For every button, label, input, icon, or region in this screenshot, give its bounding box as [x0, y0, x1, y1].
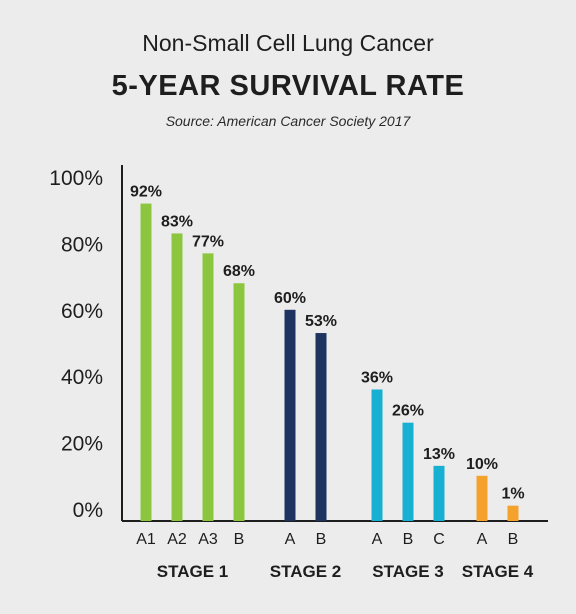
y-tick-label: 60% [61, 300, 103, 323]
chart-subtitle: 5-YEAR SURVIVAL RATE [111, 70, 465, 102]
x-tick-label: A [372, 531, 383, 548]
bar [315, 333, 327, 521]
stage-group-label: STAGE 2 [270, 562, 341, 581]
bar [171, 233, 183, 521]
stage-group-label: STAGE 4 [462, 562, 534, 581]
data-label: 68% [223, 263, 255, 280]
y-tick-label: 20% [61, 433, 103, 456]
y-tick-label: 80% [61, 233, 103, 256]
bar [433, 465, 445, 521]
bar [233, 283, 245, 521]
bar [371, 389, 383, 521]
x-tick-label: A1 [136, 531, 156, 548]
x-tick-label: B [316, 531, 327, 548]
data-label: 10% [466, 456, 498, 473]
chart-title: Non-Small Cell Lung Cancer [142, 30, 434, 56]
chart-source: Source: American Cancer Society 2017 [165, 113, 411, 129]
bar [140, 203, 152, 521]
bar [507, 505, 519, 521]
x-tick-label: B [508, 531, 519, 548]
bar [202, 253, 214, 522]
data-label: 60% [274, 290, 306, 307]
x-tick-label: A [477, 531, 488, 548]
bar [284, 309, 296, 521]
data-label: 13% [423, 446, 455, 463]
x-tick-label: C [433, 531, 445, 548]
bar [476, 475, 488, 521]
data-label: 92% [130, 184, 162, 201]
data-label: 53% [305, 313, 337, 330]
y-tick-label: 100% [49, 167, 103, 190]
x-tick-label: A2 [167, 531, 187, 548]
data-label: 83% [161, 213, 193, 230]
x-tick-label: B [403, 531, 414, 548]
bar [402, 422, 414, 521]
data-label: 36% [361, 369, 393, 386]
x-tick-label: B [234, 531, 245, 548]
data-label: 1% [501, 486, 524, 503]
data-label: 77% [192, 233, 224, 250]
x-tick-label: A3 [198, 531, 218, 548]
stage-group-label: STAGE 1 [157, 562, 228, 581]
stage-group-label: STAGE 3 [372, 562, 443, 581]
y-tick-label: 40% [61, 366, 103, 389]
x-tick-label: A [285, 531, 296, 548]
data-label: 26% [392, 403, 424, 420]
y-tick-label: 0% [73, 499, 103, 522]
